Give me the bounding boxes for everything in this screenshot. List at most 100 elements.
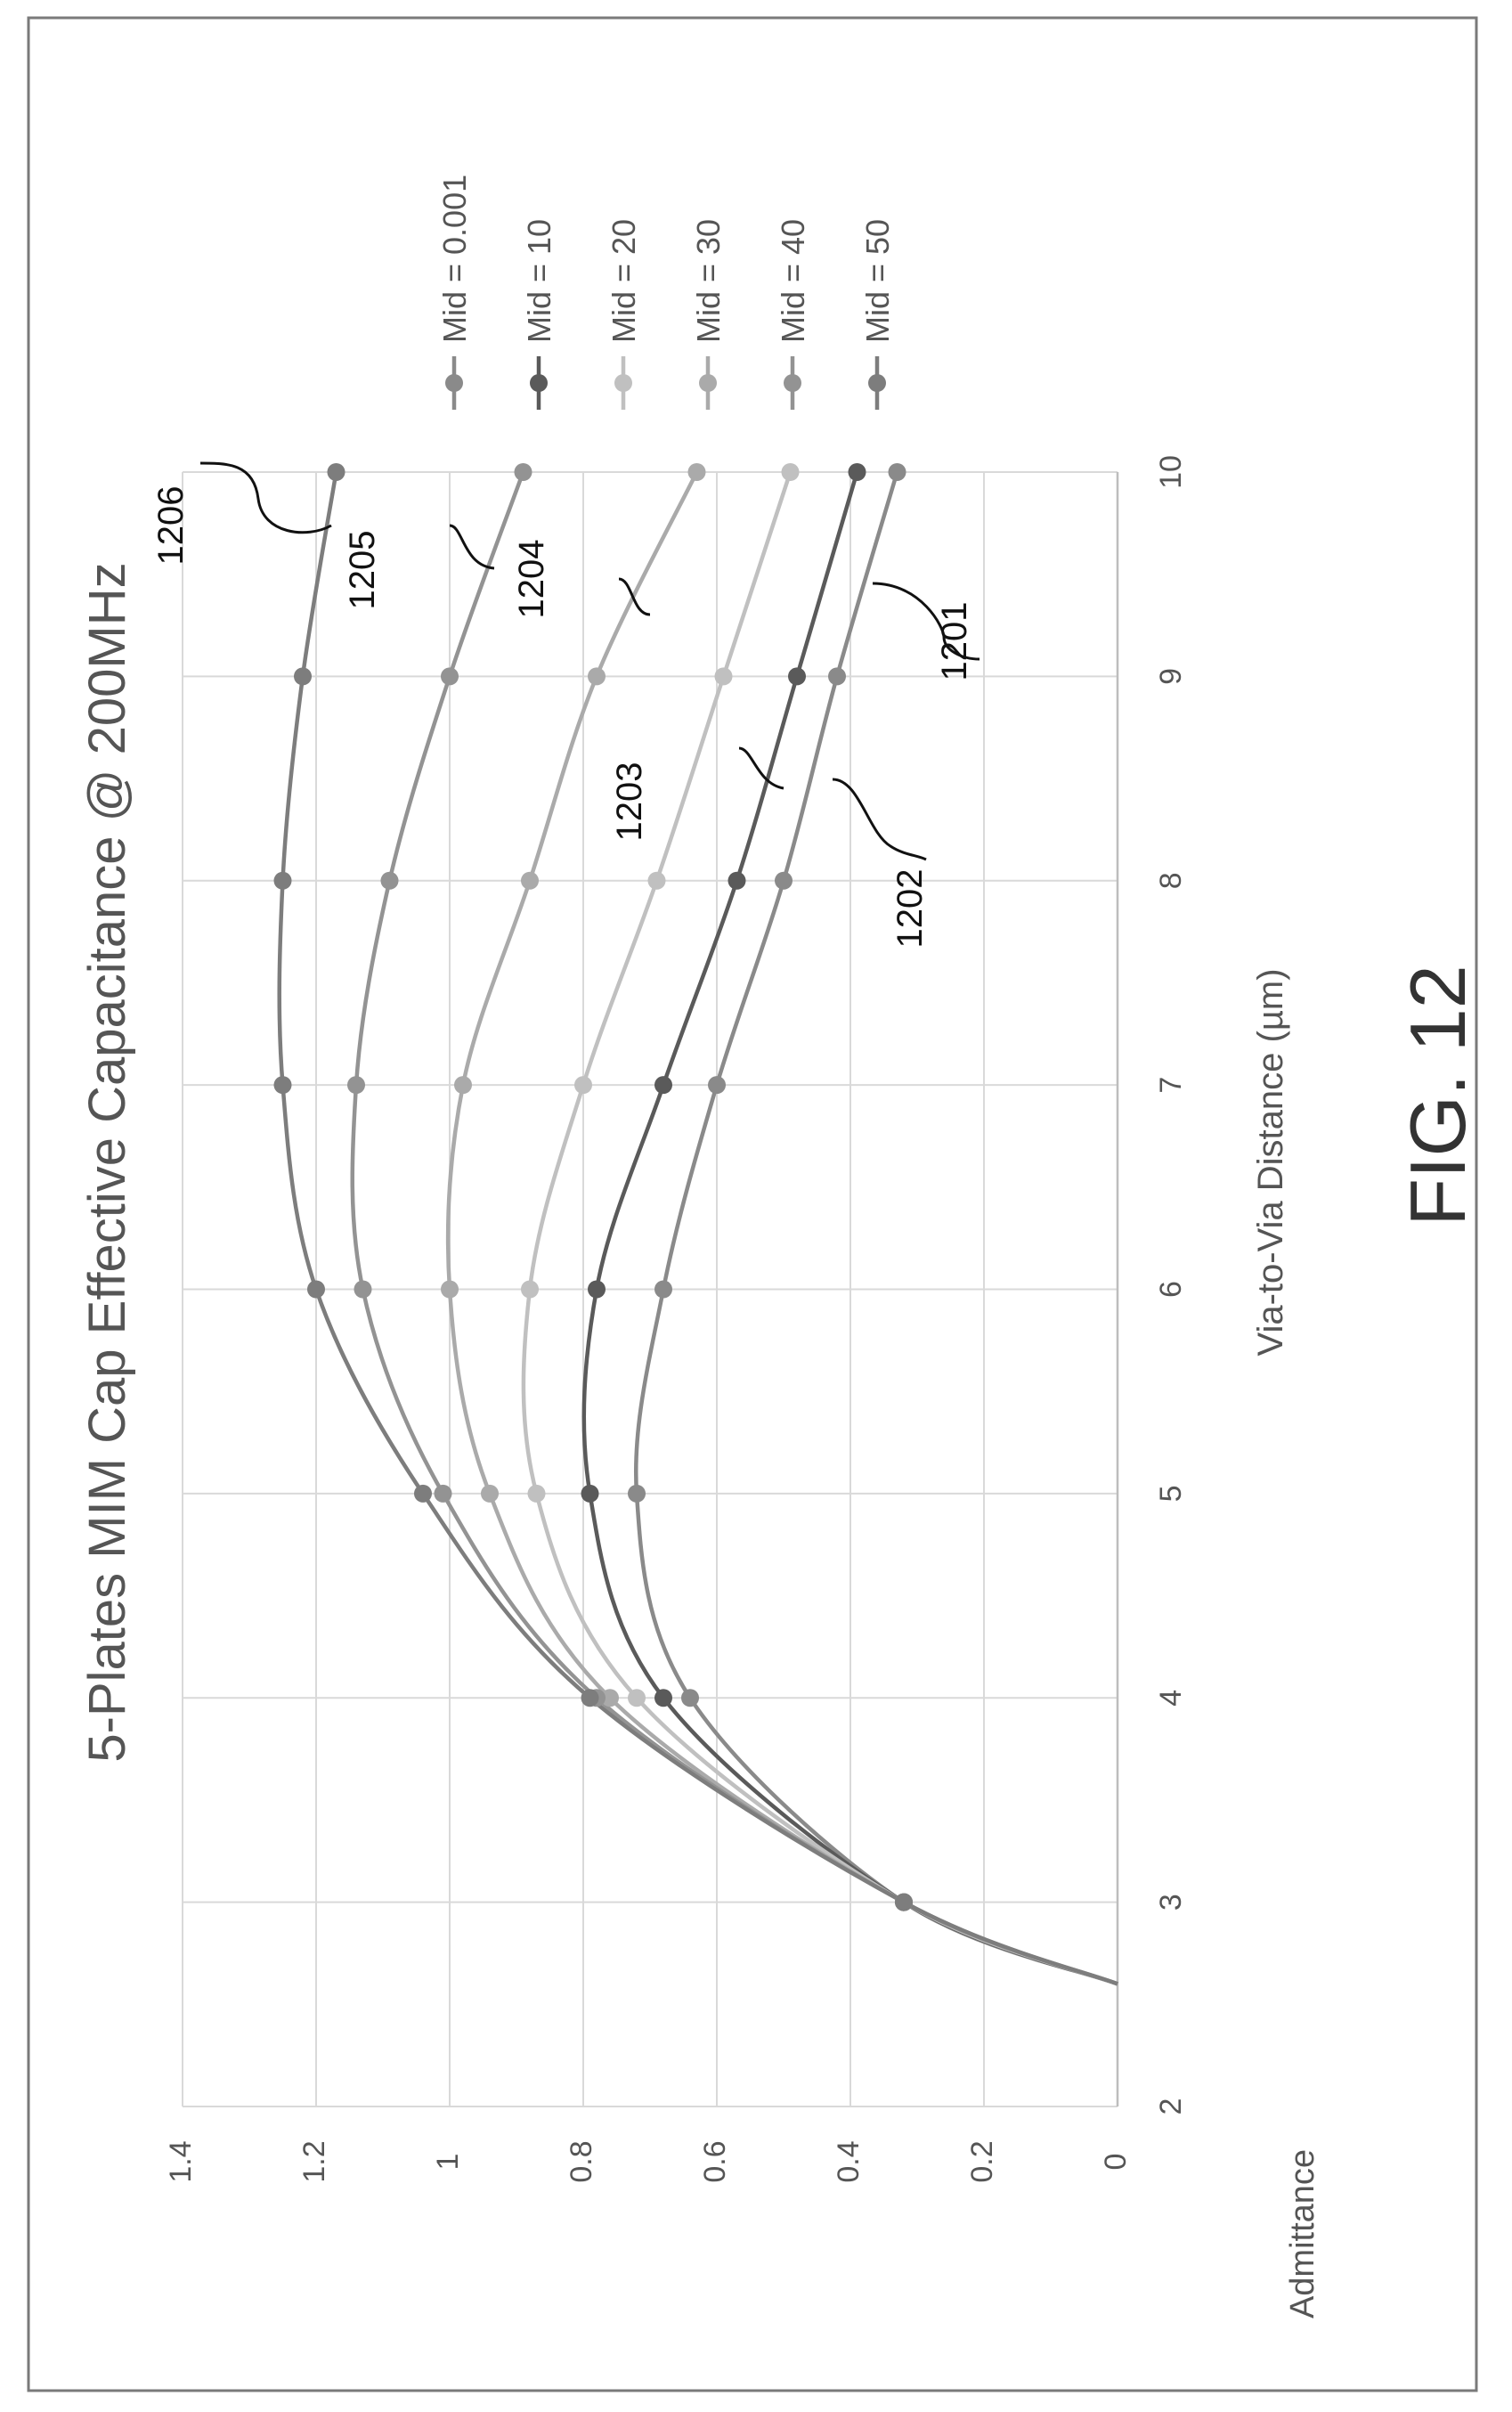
data-point <box>441 667 459 686</box>
y-tick-label: 0.4 <box>832 2140 866 2182</box>
reference-label: 1201 <box>935 602 974 681</box>
legend-marker <box>784 374 801 392</box>
data-point <box>354 1280 372 1299</box>
y-tick-label: 1.2 <box>297 2140 331 2182</box>
data-point <box>454 1076 472 1095</box>
legend-label: Mid = 20 <box>606 219 642 343</box>
leader-line <box>618 577 651 616</box>
y-axis-label: Admittance <box>1284 2149 1321 2318</box>
reference-label: 1206 <box>151 486 191 566</box>
data-point <box>647 871 666 890</box>
data-point <box>728 871 746 890</box>
x-tick-label: 5 <box>1154 1485 1188 1502</box>
data-point <box>514 463 532 481</box>
data-point <box>581 1689 599 1707</box>
data-point <box>681 1689 699 1707</box>
x-tick-label: 4 <box>1154 1690 1188 1707</box>
legend-marker <box>445 374 463 392</box>
reference-label: 1205 <box>343 531 382 610</box>
data-point <box>521 1280 539 1299</box>
x-tick-label: 2 <box>1154 2098 1188 2115</box>
x-axis-label: Via-to-Via Distance (µm) <box>1251 968 1290 1356</box>
y-tick-label: 0.2 <box>965 2140 999 2182</box>
data-point <box>628 1689 646 1707</box>
data-point <box>654 1689 672 1707</box>
data-point <box>781 463 800 481</box>
reference-callouts: 1206 1205 1204 1203 1202 1201 <box>151 461 980 949</box>
reference-label: 1202 <box>890 869 930 949</box>
data-point <box>581 1484 599 1503</box>
series-line-4 <box>445 471 1118 1986</box>
data-point <box>327 463 345 481</box>
legend-label: Mid = 40 <box>775 219 811 343</box>
legend-label: Mid = 30 <box>690 219 727 343</box>
data-point <box>775 871 793 890</box>
data-point <box>654 1280 672 1299</box>
y-tick-label: 0.6 <box>698 2140 732 2182</box>
x-tick-label: 8 <box>1154 872 1188 889</box>
data-point <box>527 1484 546 1503</box>
x-tick-label: 10 <box>1154 455 1188 489</box>
data-point <box>434 1484 452 1503</box>
chart-series-lines <box>277 471 1118 1986</box>
data-point <box>588 667 606 686</box>
reference-label: 1204 <box>512 540 551 619</box>
data-point <box>414 1484 432 1503</box>
data-point <box>888 463 906 481</box>
series-line-6 <box>277 471 1118 1986</box>
data-point <box>628 1484 646 1503</box>
data-point <box>714 667 733 686</box>
data-point <box>574 1076 592 1095</box>
data-point <box>828 667 846 686</box>
legend-label: Mid = 10 <box>521 219 557 343</box>
chart-title: 5-Plates MIM Cap Effective Capacitance @… <box>78 562 136 1762</box>
leader-line <box>199 461 332 534</box>
x-tick-label: 6 <box>1154 1281 1188 1298</box>
legend-marker <box>699 374 717 392</box>
data-point <box>687 463 706 481</box>
data-point <box>347 1076 365 1095</box>
leader-line <box>449 524 495 570</box>
chart-legend: Mid = 0.001 Mid = 10 Mid = 20 Mid = 30 Mid =… <box>436 175 896 410</box>
data-point <box>654 1076 672 1095</box>
figure-border <box>27 16 1478 2392</box>
chart-y-ticks: 0 0.2 0.4 0.6 0.8 1 1.2 1.4 <box>164 2140 1133 2182</box>
leader-line <box>872 582 980 661</box>
y-tick-label: 0 <box>1099 2154 1133 2171</box>
y-tick-label: 1 <box>431 2154 465 2171</box>
data-point <box>481 1484 499 1503</box>
chart-series-markers <box>273 463 913 1911</box>
figure-label: FIG. 12 <box>1394 965 1482 1226</box>
y-tick-label: 0.8 <box>565 2140 598 2182</box>
leader-line <box>738 746 784 790</box>
data-point <box>601 1689 619 1707</box>
y-tick-label: 1.4 <box>164 2140 198 2182</box>
series-line-1 <box>633 471 1118 1986</box>
x-tick-label: 9 <box>1154 668 1188 685</box>
data-point <box>848 463 866 481</box>
x-tick-label: 7 <box>1154 1077 1188 1094</box>
data-point <box>708 1076 726 1095</box>
chart-x-ticks: 2 3 4 5 6 7 8 9 10 <box>1154 455 1188 2115</box>
data-point <box>521 871 539 890</box>
data-point <box>895 1893 913 1911</box>
data-point <box>441 1280 459 1299</box>
series-line-3 <box>521 471 1118 1986</box>
series-line-2 <box>581 471 1118 1986</box>
data-point <box>273 871 292 890</box>
legend-marker <box>614 374 632 392</box>
legend-label: Mid = 50 <box>859 219 896 343</box>
legend-marker <box>530 374 548 392</box>
data-point <box>788 667 806 686</box>
legend-label: Mid = 0.001 <box>436 175 473 343</box>
data-point <box>294 667 312 686</box>
legend-marker <box>868 374 886 392</box>
leader-line <box>832 778 927 861</box>
data-point <box>273 1076 292 1095</box>
x-tick-label: 3 <box>1154 1894 1188 1911</box>
reference-label: 1203 <box>610 762 649 842</box>
data-point <box>380 871 399 890</box>
data-point <box>307 1280 325 1299</box>
data-point <box>588 1280 606 1299</box>
